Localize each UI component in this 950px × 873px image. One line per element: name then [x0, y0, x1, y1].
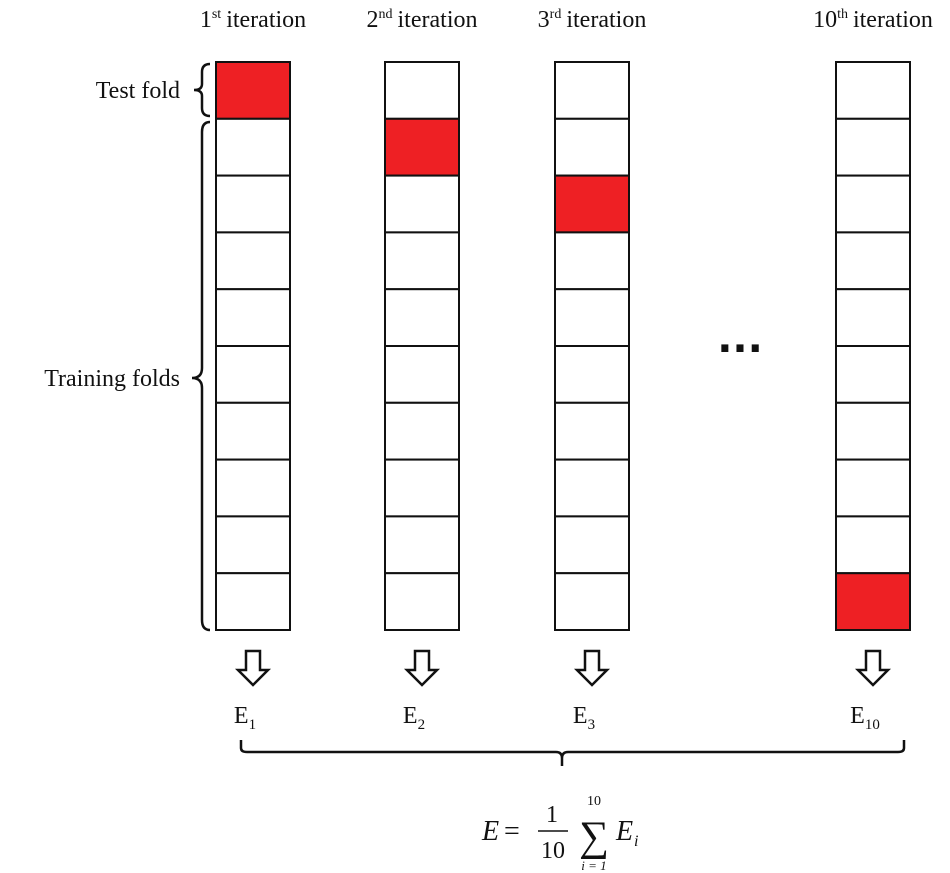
test-fold-brace — [193, 62, 211, 118]
training-fold-cell — [215, 458, 291, 518]
training-fold-cell — [384, 401, 460, 461]
training-fold-cell — [384, 231, 460, 291]
training-fold-cell — [215, 231, 291, 291]
training-fold-cell — [835, 458, 911, 518]
svg-text:i = 1: i = 1 — [581, 858, 606, 873]
down-arrow-icon — [854, 649, 892, 687]
svg-text:i: i — [634, 833, 638, 850]
iteration-title: 2nd iteration — [367, 7, 478, 33]
svg-text:10: 10 — [541, 838, 565, 864]
training-fold-cell — [384, 458, 460, 518]
iteration-title: 10th iteration — [813, 7, 933, 33]
training-fold-cell — [215, 117, 291, 177]
down-arrow-icon — [573, 649, 611, 687]
training-fold-cell — [215, 345, 291, 404]
iteration-error: E1 — [234, 703, 256, 733]
training-fold-cell — [554, 231, 630, 291]
test-fold-cell — [215, 61, 291, 120]
training-fold-cell — [554, 61, 630, 120]
svg-text:10: 10 — [587, 794, 601, 809]
training-fold-cell — [835, 345, 911, 404]
iteration-title: 3rd iteration — [538, 7, 647, 33]
training-folds-label: Training folds — [44, 366, 180, 392]
training-fold-cell — [835, 288, 911, 348]
training-fold-cell — [215, 288, 291, 348]
training-fold-cell — [554, 345, 630, 404]
iteration-column: 1st iteration E1 — [200, 7, 306, 733]
svg-text:E: E — [481, 816, 499, 847]
training-fold-cell — [215, 401, 291, 461]
down-arrow-icon — [234, 649, 272, 687]
errors-brace — [239, 740, 906, 766]
training-fold-cell — [554, 401, 630, 461]
iteration-column: 2nd iteration E2 — [367, 7, 478, 733]
down-arrow-icon — [403, 649, 441, 687]
ellipsis: ... — [717, 316, 763, 362]
training-fold-cell — [835, 117, 911, 177]
iteration-error: E10 — [850, 703, 880, 733]
iteration-error: E2 — [403, 703, 425, 733]
iteration-column: 3rd iteration E3 — [538, 7, 647, 733]
mean-error-formula: E = 1 10 10 ∑ i = 1 E i — [481, 794, 638, 873]
training-fold-cell — [554, 572, 630, 632]
test-fold-label: Test fold — [96, 78, 180, 104]
training-fold-cell — [835, 174, 911, 234]
training-folds-brace — [191, 120, 211, 632]
training-fold-cell — [384, 345, 460, 404]
test-fold-cell — [384, 117, 460, 177]
training-fold-cell — [215, 572, 291, 632]
training-fold-cell — [215, 515, 291, 575]
training-fold-cell — [554, 117, 630, 177]
training-fold-cell — [554, 458, 630, 518]
training-fold-cell — [835, 61, 911, 120]
training-fold-cell — [384, 174, 460, 234]
svg-text:E: E — [615, 816, 633, 847]
iteration-column: 10th iteration E10 — [813, 7, 933, 733]
training-fold-cell — [554, 288, 630, 348]
svg-text:∑: ∑ — [579, 814, 609, 860]
training-fold-cell — [835, 515, 911, 575]
training-fold-cell — [835, 231, 911, 291]
training-fold-cell — [384, 515, 460, 575]
training-fold-cell — [835, 401, 911, 461]
training-fold-cell — [384, 572, 460, 632]
training-fold-cell — [215, 174, 291, 234]
test-fold-cell — [835, 572, 911, 632]
iteration-title: 1st iteration — [200, 7, 306, 33]
svg-text:=: = — [504, 816, 520, 847]
training-fold-cell — [384, 61, 460, 120]
training-fold-cell — [554, 515, 630, 575]
iteration-error: E3 — [573, 703, 595, 733]
test-fold-cell — [554, 174, 630, 234]
training-fold-cell — [384, 288, 460, 348]
svg-text:1: 1 — [546, 802, 558, 828]
